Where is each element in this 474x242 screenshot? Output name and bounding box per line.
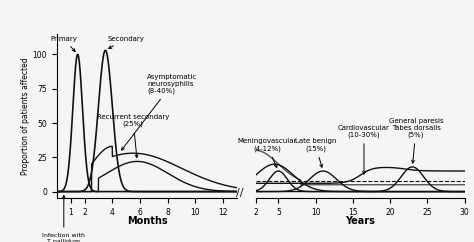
Text: Meningovascular
(4-12%): Meningovascular (4-12%)	[237, 138, 297, 167]
Text: Years: Years	[345, 216, 375, 226]
Text: Cardiovascular
(10-30%): Cardiovascular (10-30%)	[338, 125, 390, 174]
Text: General paresis
Tabes dorsalis
(5%): General paresis Tabes dorsalis (5%)	[389, 118, 443, 163]
Text: Secondary: Secondary	[108, 36, 145, 48]
Y-axis label: Proportion of patients affected: Proportion of patients affected	[21, 57, 30, 175]
Text: Infection with
T pallidum: Infection with T pallidum	[42, 196, 85, 242]
Text: Recurrent secondary
(25%): Recurrent secondary (25%)	[97, 114, 169, 158]
Text: Primary: Primary	[50, 36, 77, 52]
Text: Months: Months	[127, 216, 167, 226]
Text: Late benign
(15%): Late benign (15%)	[295, 138, 336, 167]
Text: Asymptomatic
neurosyphilis
(8-40%): Asymptomatic neurosyphilis (8-40%)	[121, 74, 197, 150]
Text: //: //	[236, 189, 243, 198]
